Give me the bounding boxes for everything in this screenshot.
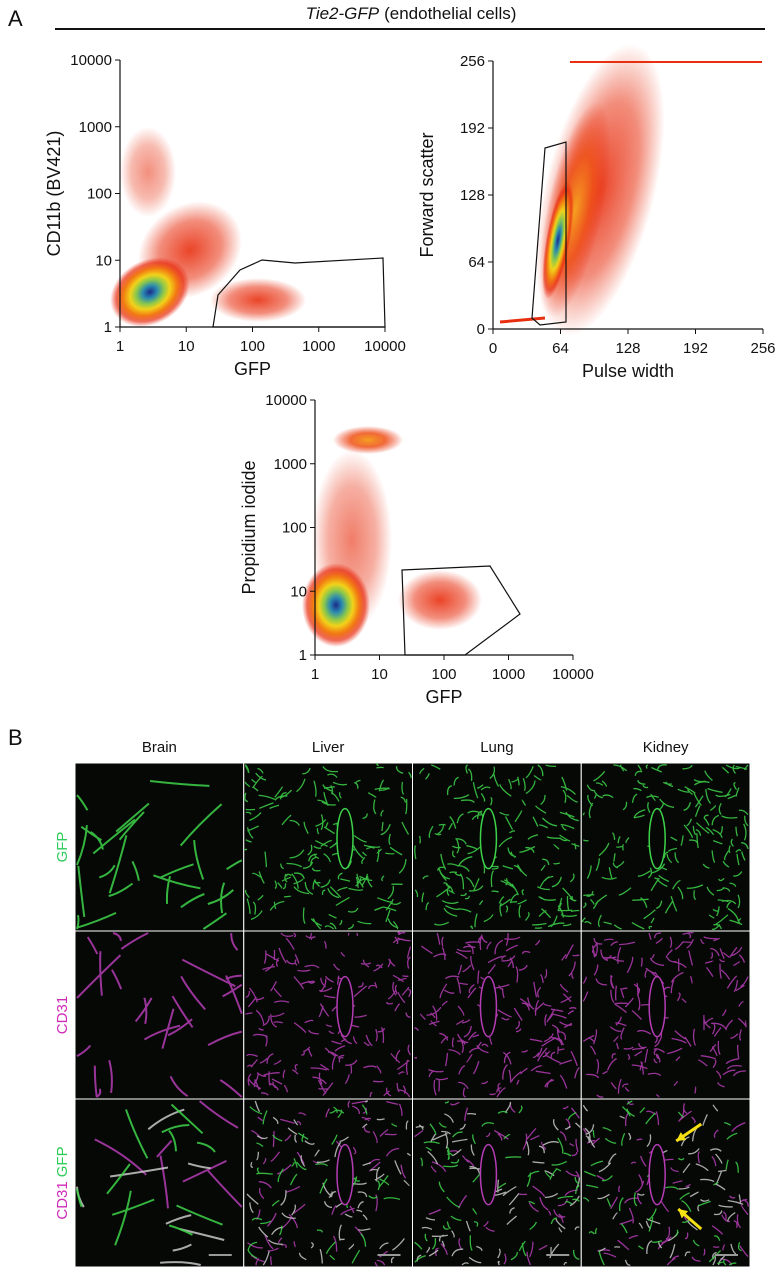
x-tick-label: 100 xyxy=(240,338,265,355)
vessel-texture xyxy=(414,764,580,930)
micrograph xyxy=(243,1098,413,1268)
vessel-texture xyxy=(583,1100,742,1266)
vessel-texture xyxy=(76,932,243,1098)
vessel-lumen xyxy=(648,1143,666,1206)
x-tick-label: 100 xyxy=(431,666,456,683)
row-label: CD31 xyxy=(54,996,71,1034)
vessel-lumen xyxy=(648,975,666,1038)
density-plot-1 xyxy=(110,127,306,327)
micrograph xyxy=(74,930,245,1100)
micrograph xyxy=(74,1098,245,1268)
vessel-lumen xyxy=(648,807,666,870)
y-tick-label: 1000 xyxy=(79,119,112,136)
vessel-texture xyxy=(246,1100,411,1266)
vessel-texture xyxy=(582,1104,744,1266)
vessel-texture xyxy=(582,1100,749,1266)
y-tick-label: 10000 xyxy=(265,392,307,409)
gate xyxy=(212,257,386,328)
row-label-part: GFP xyxy=(54,1146,71,1177)
y-tick-label: 128 xyxy=(460,187,485,204)
y-axis-label: CD11b (BV421) xyxy=(44,131,64,257)
x-tick-label: 1 xyxy=(311,666,319,683)
panel-label: A xyxy=(8,6,23,31)
x-tick-label: 10000 xyxy=(364,338,406,355)
y-tick-label: 10 xyxy=(290,583,307,600)
vessel-texture xyxy=(76,780,243,930)
x-tick-label: 10 xyxy=(371,666,388,683)
y-axis-label: Propidium iodide xyxy=(239,460,259,594)
panel-title: Tie2-GFP (endothelial cells) xyxy=(306,4,517,23)
vessel-texture xyxy=(247,1104,401,1264)
y-tick-label: 64 xyxy=(468,254,485,271)
y-tick-label: 10000 xyxy=(70,52,112,69)
x-tick-label: 192 xyxy=(683,340,708,357)
vessel-texture xyxy=(76,1103,223,1246)
vessel-lumen xyxy=(336,975,354,1038)
vessel-texture xyxy=(244,762,412,930)
y-tick-label: 192 xyxy=(460,120,485,137)
x-axis-label: GFP xyxy=(234,359,271,379)
x-tick-label: 256 xyxy=(750,340,775,357)
y-tick-label: 100 xyxy=(87,186,112,203)
x-tick-label: 10000 xyxy=(552,666,594,683)
row-label: CD31 GFP xyxy=(54,1146,71,1219)
column-label: Lung xyxy=(480,739,513,756)
y-tick-label: 1 xyxy=(104,319,112,336)
vessel-lumen xyxy=(336,807,354,870)
row-label: GFP xyxy=(54,832,71,863)
x-tick-label: 1000 xyxy=(302,338,335,355)
y-tick-label: 10 xyxy=(95,252,112,269)
vessel-texture xyxy=(414,1100,580,1263)
column-label: Liver xyxy=(312,739,345,756)
row-label-part: CD31 xyxy=(54,1181,71,1219)
x-axis-label: GFP xyxy=(425,687,462,707)
y-tick-label: 256 xyxy=(460,53,485,70)
title-italic: Tie2-GFP xyxy=(306,4,380,23)
row-label-part: GFP xyxy=(54,832,71,863)
y-axis-label: Forward scatter xyxy=(417,132,437,257)
gate xyxy=(531,141,567,326)
x-tick-label: 0 xyxy=(489,340,497,357)
vessel-lumen xyxy=(479,807,498,870)
vessel-lumen xyxy=(336,1143,354,1206)
vessel-lumen xyxy=(479,1143,498,1206)
y-tick-label: 1000 xyxy=(274,456,307,473)
vessel-lumen xyxy=(479,975,498,1038)
y-tick-label: 100 xyxy=(282,520,307,537)
x-axis-label: Pulse width xyxy=(582,361,674,381)
x-tick-label: 1000 xyxy=(492,666,525,683)
x-tick-label: 1 xyxy=(116,338,124,355)
title-rest: (endothelial cells) xyxy=(384,4,516,23)
x-tick-label: 64 xyxy=(552,340,569,357)
arrow-head xyxy=(678,1209,689,1219)
x-tick-label: 128 xyxy=(615,340,640,357)
arrow-head xyxy=(676,1132,687,1141)
micrograph-grid: Brain Liver Lung Kidney GFP CD31 CD31 GFP xyxy=(54,739,751,1268)
x-tick-label: 10 xyxy=(178,338,195,355)
y-tick-label: 1 xyxy=(299,647,307,664)
column-label: Kidney xyxy=(643,739,689,756)
vessel-texture xyxy=(414,932,580,1098)
panel-label: B xyxy=(8,725,23,750)
row-label-part: CD31 xyxy=(54,996,71,1034)
gate xyxy=(401,565,521,656)
density-plot-3 xyxy=(302,426,482,647)
y-tick-label: 0 xyxy=(477,321,485,338)
density-plot-2 xyxy=(499,43,762,337)
vessel-texture xyxy=(94,1100,243,1209)
gates xyxy=(212,141,567,656)
column-label: Brain xyxy=(142,739,177,756)
vessel-texture xyxy=(582,931,749,1098)
